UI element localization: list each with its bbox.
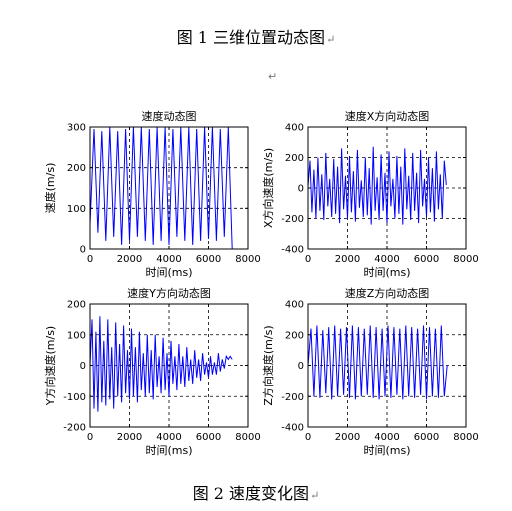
return-mark-icon: ↵: [268, 70, 278, 83]
y-tick-label: 200: [67, 300, 86, 311]
chart-4: 0 2000 4000 6000 8000 -400 -200 0 200 400 速度Z方向动态图…: [261, 286, 479, 457]
series-line: [307, 325, 448, 400]
y-tick-label: 300: [67, 123, 86, 134]
chart-title: 速度动态图: [142, 109, 197, 123]
y-tick-label: 100: [67, 204, 86, 215]
y-axis-label: Z方向速度(m/s): [261, 325, 275, 405]
x-tick-label: 4000: [156, 432, 181, 443]
y-tick-label: -200: [281, 392, 304, 403]
x-tick-label: 2000: [117, 254, 142, 265]
y-tick-label: 200: [67, 163, 86, 174]
y-tick-label: 0: [298, 184, 304, 195]
y-tick-label: 200: [285, 330, 304, 341]
chart-2: 0 2000 4000 6000 8000 -400 -200 0 200 400 速度X方向动态图…: [261, 109, 479, 279]
figure2-caption-text: 图 2 速度变化图: [192, 484, 310, 503]
x-tick-label: 8000: [235, 254, 260, 265]
series-line: [89, 316, 233, 412]
y-tick-label: -400: [281, 245, 304, 256]
y-tick-label: 0: [80, 361, 86, 372]
x-tick-label: 4000: [374, 432, 399, 443]
x-tick-label: 6000: [414, 254, 439, 265]
figure1-caption-text: 图 1 三维位置动态图: [176, 28, 326, 47]
y-tick-label: -100: [63, 392, 86, 403]
chart-title: 速度X方向动态图: [345, 109, 430, 123]
x-tick-label: 0: [87, 254, 93, 265]
chart-3: 0 2000 4000 6000 8000 -200 -100 0 100 200 速度Y方向动态图…: [43, 286, 261, 457]
y-axis-label: 速度(m/s): [43, 163, 57, 214]
return-mark-icon: ↵: [310, 489, 320, 502]
y-tick-label: 400: [285, 123, 304, 134]
series-line: [89, 126, 233, 250]
x-axis-label: 时间(ms): [145, 266, 192, 279]
x-tick-label: 2000: [117, 432, 142, 443]
x-tick-label: 6000: [196, 254, 221, 265]
x-axis-label: 时间(ms): [363, 444, 410, 457]
x-tick-label: 2000: [335, 432, 360, 443]
x-tick-label: 8000: [453, 254, 478, 265]
x-tick-label: 8000: [235, 432, 260, 443]
x-tick-label: 8000: [453, 432, 478, 443]
y-tick-label: 0: [298, 361, 304, 372]
chart-title: 速度Y方向动态图: [127, 286, 211, 300]
x-tick-label: 4000: [156, 254, 181, 265]
y-axis-label: X方向速度(m/s): [261, 148, 275, 228]
x-tick-label: 0: [305, 254, 311, 265]
x-tick-label: 4000: [374, 254, 399, 265]
series-line: [307, 146, 447, 225]
x-tick-label: 6000: [414, 432, 439, 443]
x-tick-label: 6000: [196, 432, 221, 443]
y-axis-label: Y方向速度(m/s): [43, 326, 57, 406]
y-tick-label: 0: [80, 245, 86, 256]
y-tick-label: -200: [63, 423, 86, 434]
x-tick-label: 0: [87, 432, 93, 443]
x-tick-label: 2000: [335, 254, 360, 265]
y-tick-label: 100: [67, 330, 86, 341]
y-tick-label: -200: [281, 214, 304, 225]
figure2-caption: 图 2 速度变化图↵: [0, 484, 512, 506]
figure1-caption: 图 1 三维位置动态图↵: [0, 28, 512, 50]
x-tick-label: 0: [305, 432, 311, 443]
chart-title: 速度Z方向动态图: [345, 286, 430, 300]
y-tick-label: 400: [285, 300, 304, 311]
x-axis-label: 时间(ms): [363, 266, 410, 279]
x-axis-label: 时间(ms): [145, 444, 192, 457]
return-mark-icon: ↵: [326, 33, 336, 46]
y-tick-label: 200: [285, 153, 304, 164]
y-tick-label: -400: [281, 423, 304, 434]
